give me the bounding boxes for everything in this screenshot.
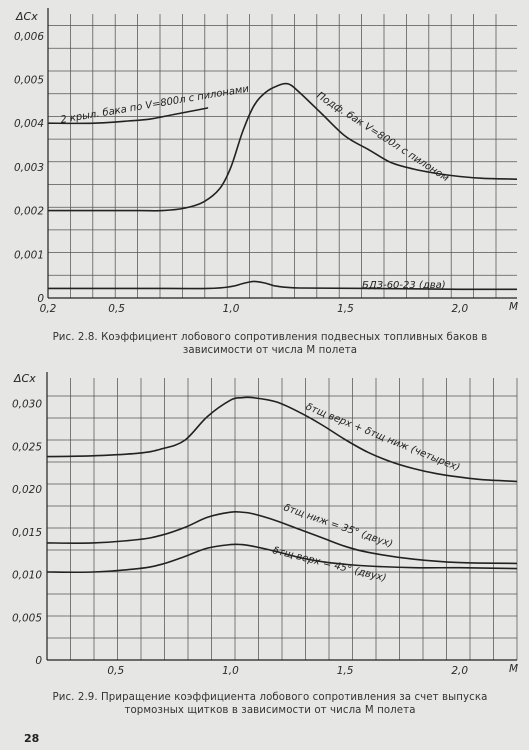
y-tick-label: 0,020 <box>12 484 42 496</box>
page-number: 28 <box>24 732 40 745</box>
series-line-1 <box>46 396 518 483</box>
x-tick-label: 0,5 <box>108 303 125 315</box>
y-tick-label: 0,015 <box>12 527 42 539</box>
series-line-2 <box>46 510 518 565</box>
grid-lines <box>46 378 518 661</box>
series-label-1: δтщ верх + δтщ ниж (четырех) <box>304 402 461 474</box>
y-tick-label: 0 <box>35 655 42 667</box>
chart-fig-2-8: ΔCx 0,006 0,005 0,004 0,003 0,002 0,001 00,2 0,5… <box>14 8 518 315</box>
series-line-3 <box>46 543 518 574</box>
series-line-2 <box>48 82 518 212</box>
y-tick-label: 0,001 <box>14 249 44 261</box>
y-axis-label: ΔCx <box>15 10 38 23</box>
figure-caption-2-9: Рис. 2.9. Приращение коэффициента лобово… <box>52 692 488 716</box>
x-axis-unit: M <box>509 301 518 313</box>
figure-caption-2-8: Рис. 2.8. Коэффициент лобового сопротивл… <box>52 332 488 356</box>
chart-fig-2-9: ΔCx 0,030 0,025 0,020 0,015 0,010 0,005 0 0,5 1,0… <box>12 372 518 677</box>
y-tick-label: 0,003 <box>14 162 44 174</box>
y-tick-label: 0 <box>37 293 44 305</box>
y-tick-label: 0,006 <box>14 31 44 43</box>
y-tick-label: 0,010 <box>12 570 42 582</box>
x-tick-label: 1,5 <box>337 303 354 315</box>
series-line-1 <box>47 107 209 125</box>
x-axis-unit: M <box>509 663 518 675</box>
x-tick-label: 2,0 <box>451 665 468 677</box>
y-axis-label: ΔCx <box>13 372 36 385</box>
x-tick-label: 2,0 <box>451 303 468 315</box>
series-label-3: БДЗ-60-23 (два) <box>362 280 446 291</box>
y-tick-label: 0,005 <box>14 75 44 87</box>
y-tick-label: 0,004 <box>14 118 44 130</box>
x-tick-label: 1,5 <box>337 665 354 677</box>
x-tick-label: 0,5 <box>107 665 124 677</box>
y-tick-label: 0,025 <box>12 441 42 453</box>
y-tick-label: 0,030 <box>12 399 42 411</box>
y-tick-label: 0,005 <box>12 612 42 624</box>
y-tick-label: 0,002 <box>14 206 44 218</box>
series-line-3 <box>47 280 518 291</box>
series-label-2: δтщ ниж = 35° (двух) <box>282 502 394 550</box>
x-tick-label: 0,2 <box>40 303 57 315</box>
x-tick-label: 1,0 <box>223 303 240 315</box>
x-tick-label: 1,0 <box>222 665 239 677</box>
